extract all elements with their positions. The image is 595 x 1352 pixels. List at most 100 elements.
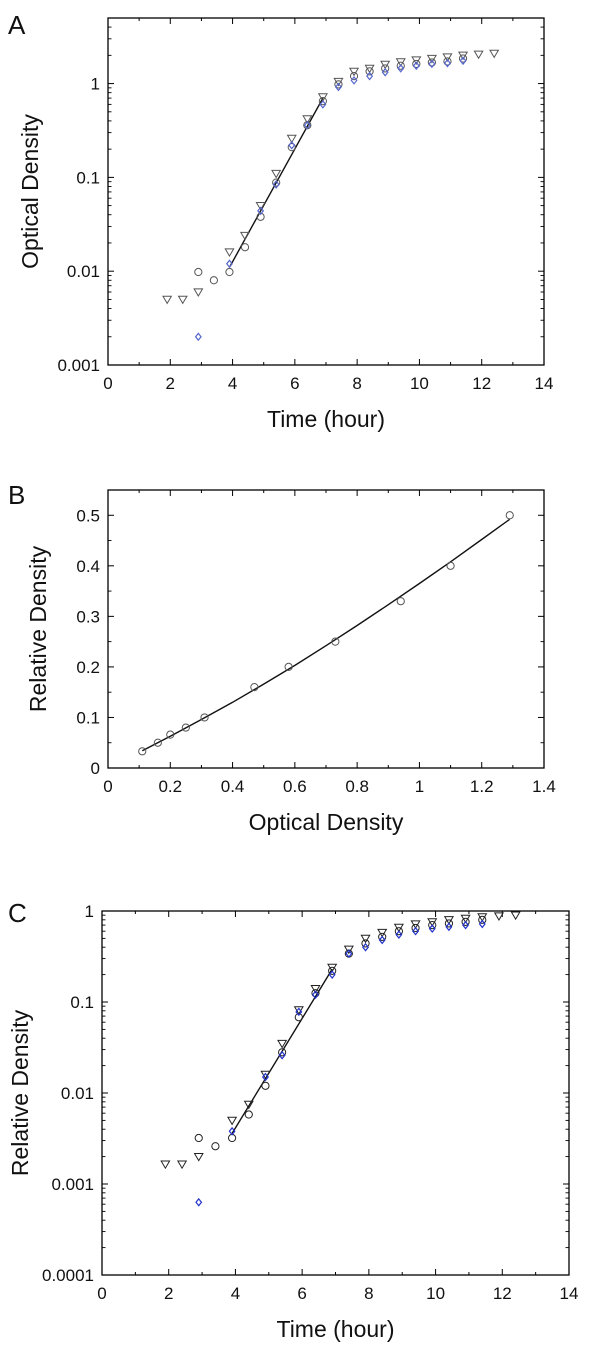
panel-a-series-0-point-14 [412,59,421,69]
panel-a-series-0-point-9 [334,80,343,89]
panel-a-series-1 [162,49,500,305]
panel-a-series-1-point-1 [177,295,188,305]
panel-a-x-axis-label: Time (hour) [267,406,385,432]
panel-c-series-1-point-6 [277,1039,288,1049]
panel-c-x-tick-5: 10 [426,1284,445,1303]
panel-c-series-0-point-7 [311,989,320,998]
panel-b-x-tick-5: 1 [415,777,424,796]
panel-c-series-0-point-11 [378,932,387,941]
panel-a-series-0-point-6 [287,143,296,152]
panel-b-x-tick-4: 0.8 [345,777,369,796]
panel-c-series-2-point-14 [462,920,470,930]
panel-c-series-0-point-8 [328,966,337,975]
panel-a-series-1-point-18 [457,51,469,61]
panel-c-y-tick-0: 0.0001 [42,1266,94,1285]
panel-c-y-tick-3: 0.1 [70,993,94,1012]
panel-a-series-1-point-17 [442,53,453,62]
panel-b-y-tick-2: 0.2 [76,658,100,677]
panel-a-series-1-point-0 [162,295,173,305]
panel-a-series-2-point-9 [366,71,374,81]
panel-c-series-0-point-15 [444,919,454,928]
panel-c-series-2-point-15 [478,919,486,929]
panel-c-series-1-point-12 [377,928,388,938]
panel-a-series-0-point-1 [209,276,218,285]
panel-a-series-1-point-2 [193,288,204,297]
panel-a-series-2-point-5 [303,120,311,130]
panel-c-series-1-point-1 [176,1160,188,1170]
panel-a-x-tick-4: 8 [352,374,361,393]
panel-c-series-1-point-15 [427,918,438,927]
panel-c-series-1-point-2 [193,1152,204,1162]
panel-a-series-1-point-7 [286,134,297,144]
panel-c-x-axis-label: Time (hour) [277,1316,395,1342]
panel-a-series-0-point-8 [318,97,327,106]
panel-c-series-0-point-17 [478,915,487,924]
panel-c-series-0-point-14 [428,920,437,930]
panel-c-series-0-point-10 [361,939,370,948]
panel-c-x-tick-7: 14 [560,1284,579,1303]
panel-c-x-tick-1: 2 [164,1284,173,1303]
panel-c-series-2-point-3 [278,1050,286,1060]
panel-c-series-0-point-1 [211,1142,220,1151]
panel-c-series-2-point-9 [378,935,386,945]
panel-a-series-0-point-10 [349,72,359,81]
panel-a-series-0-point-4 [256,212,265,221]
panel-b-y-tick-3: 0.3 [76,607,100,626]
panel-b-y-tick-0: 0 [91,759,100,778]
panel-a-series-2-point-7 [334,82,342,92]
panel-a-x-tick-0: 0 [103,374,112,393]
panel-a-series-0-point-2 [225,267,234,277]
panel-a-series-2-point-8 [350,76,358,85]
panel-c-x-tick-2: 4 [231,1284,240,1303]
panel-a-series-2-point-4 [288,140,296,150]
panel-c-series-2 [195,919,486,1207]
panel-c-series-1-point-0 [160,1160,171,1170]
panel-a-y-tick-2: 0.1 [76,168,100,187]
panel-c-y-tick-1: 0.001 [51,1175,94,1194]
panel-a-x-tick-7: 14 [535,374,554,393]
panel-c-series-1-point-10 [343,945,354,955]
panel-c-series-2-point-13 [445,922,453,932]
panel-a-y-tick-0: 0.001 [57,356,100,375]
panel-b-series-0 [138,511,514,756]
panel-a-series-1-point-10 [333,77,344,87]
panel-c-series-1-point-16 [443,916,454,925]
panel-a-series-1-point-4 [239,231,251,241]
panel-b-x-tick-0: 0 [103,777,112,796]
panel-b-y-tick-1: 0.1 [76,708,100,727]
panel-c-series-1-point-17 [460,914,471,924]
panel-a-series-2-point-11 [397,64,405,73]
panel-c-y-axis-label: Relative Density [7,1009,33,1176]
panel-a-series-2-point-0 [194,332,202,342]
panel-a-series-2-point-14 [443,58,451,68]
panel-c-series-0-point-3 [244,1110,253,1119]
panel-a-series-1-point-15 [411,56,422,66]
panel-c-series-1-point-4 [243,1100,254,1110]
panel-a-chart: A 0 2 4 6 8 10 12 14 0.001 0.01 0.1 1 Time (hour) Opti… [8,10,553,432]
panel-c-x-tick-6: 12 [493,1284,512,1303]
panel-a-series-2 [194,56,467,342]
panel-b-x-tick-3: 0.6 [283,777,307,796]
panel-c-series-0 [194,915,487,1151]
panel-a-series-0-point-15 [427,58,436,67]
panel-a-series-0-point-0 [194,267,203,277]
panel-b-label: B [8,480,25,510]
panel-b-x-tick-6: 1.2 [470,777,494,796]
panel-c-chart: C 0 2 4 6 8 10 12 14 0.0001 0.001 0.01 0.1 1 Time (hou… [7,898,578,1342]
panel-a-x-tick-6: 12 [472,374,491,393]
panel-a-frame [107,17,545,366]
panel-c-series-1-point-14 [410,920,421,929]
panel-a-series-1-point-16 [426,54,437,64]
panel-b-series-0-point-10 [505,511,514,520]
panel-a-series-1-point-8 [302,115,313,124]
panel-b-frame [107,489,545,769]
panel-c-x-tick-0: 0 [97,1284,106,1303]
panel-a-x-tick-3: 6 [290,374,299,393]
panel-c-series-2-point-2 [261,1072,269,1082]
panel-c-label: C [8,898,27,928]
panel-c-series-2-point-4 [295,1007,303,1017]
panel-a-series-1-point-19 [473,50,484,60]
panel-c-series-1-point-5 [260,1070,271,1080]
panel-c-series-2-point-12 [428,924,436,933]
panel-a-series-0-point-17 [458,54,468,63]
